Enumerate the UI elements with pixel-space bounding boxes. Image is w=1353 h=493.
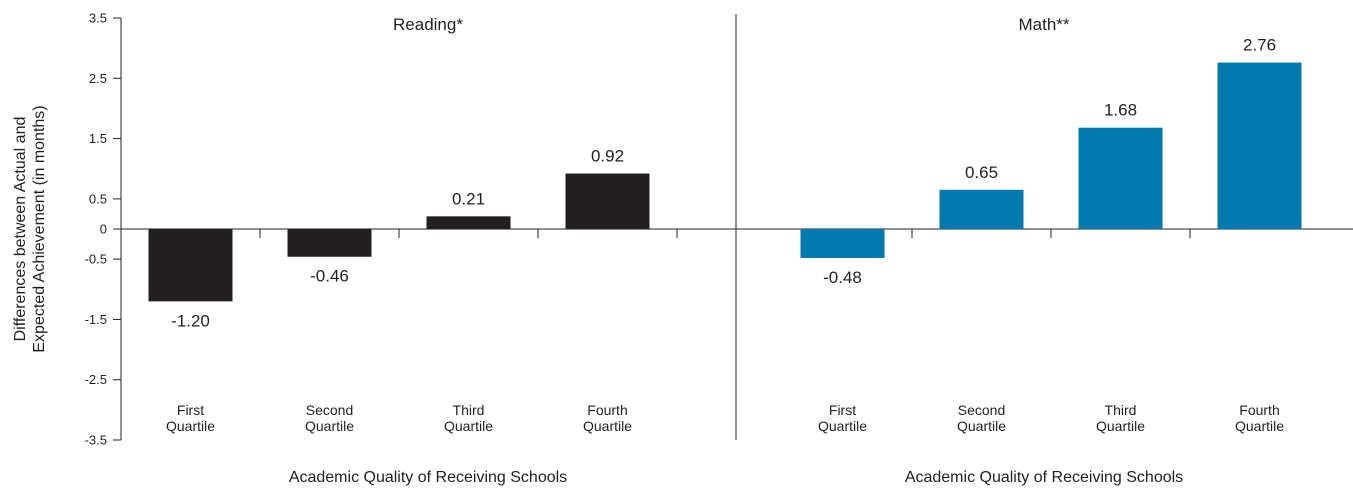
y-axis: 3.5 2.5 1.5 0.5 0 -0.5 -1.5 -2.5 -3.5 [85, 11, 122, 448]
y-tick-label: 0.5 [89, 191, 107, 206]
panel-reading: Reading* Academic Quality of Receiving Sc… [121, 15, 736, 486]
bar [565, 173, 650, 229]
panel-title: Math** [1018, 15, 1069, 34]
chart-panels: Reading* Academic Quality of Receiving Sc… [121, 15, 1353, 486]
category-label: Quartile [166, 418, 215, 434]
category-label: Third [1105, 402, 1137, 418]
bar [800, 229, 885, 258]
category-label: First [829, 402, 856, 418]
bar-value-label: 0.65 [965, 163, 998, 182]
category-label: Quartile [1235, 418, 1284, 434]
y-tick-label: 0 [100, 222, 107, 237]
bar-value-label: 2.76 [1243, 36, 1276, 55]
category-label: Second [306, 402, 353, 418]
y-axis-title-line: Expected Achievement (in months) [31, 105, 48, 352]
y-tick-label: -0.5 [85, 252, 107, 267]
x-axis-title: Academic Quality of Receiving Schools [905, 469, 1183, 486]
category-label: Third [453, 402, 485, 418]
bar [1078, 127, 1163, 229]
category-label: Quartile [818, 418, 867, 434]
panel-title: Reading* [393, 15, 463, 34]
y-tick-label: -1.5 [85, 312, 107, 327]
bar-value-label: -0.48 [823, 268, 862, 287]
bar-value-label: 0.92 [591, 147, 624, 166]
y-tick-label: -2.5 [85, 372, 107, 387]
category-label: Fourth [587, 402, 627, 418]
category-label: Quartile [957, 418, 1006, 434]
category-label: First [177, 402, 204, 418]
bar [148, 229, 233, 302]
category-label: Second [958, 402, 1005, 418]
bar [426, 216, 511, 229]
bar [1217, 62, 1302, 230]
y-tick-label: 3.5 [89, 11, 107, 26]
bar-value-label: -0.46 [310, 267, 349, 286]
y-tick-label: -3.5 [85, 433, 107, 448]
y-tick-label: 2.5 [89, 71, 107, 86]
category-label: Fourth [1239, 402, 1279, 418]
y-axis-label: Differences between Actual and Expected A… [12, 105, 48, 352]
bar-value-label: 0.21 [452, 189, 485, 208]
category-label: Quartile [583, 418, 632, 434]
x-axis-title: Academic Quality of Receiving Schools [289, 469, 567, 486]
category-label: Quartile [305, 418, 354, 434]
y-axis-title: Differences between Actual and Expected A… [12, 105, 48, 352]
bar [287, 229, 372, 257]
category-label: Quartile [444, 418, 493, 434]
y-tick-label: 1.5 [89, 131, 107, 146]
y-axis-title-line: Differences between Actual and [12, 117, 29, 342]
bar [939, 189, 1024, 229]
category-label: Quartile [1096, 418, 1145, 434]
bar-value-label: 1.68 [1104, 101, 1137, 120]
panel-math: Math** Academic Quality of Receiving Scho… [736, 15, 1353, 486]
bar-value-label: -1.20 [171, 311, 210, 330]
